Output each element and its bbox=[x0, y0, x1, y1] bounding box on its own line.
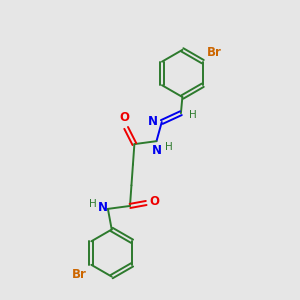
Text: H: H bbox=[165, 142, 172, 152]
Text: H: H bbox=[89, 200, 97, 209]
Text: O: O bbox=[120, 111, 130, 124]
Text: Br: Br bbox=[72, 268, 87, 281]
Text: H: H bbox=[189, 110, 197, 120]
Text: N: N bbox=[148, 115, 158, 128]
Text: N: N bbox=[98, 201, 108, 214]
Text: Br: Br bbox=[207, 46, 222, 59]
Text: N: N bbox=[152, 144, 161, 157]
Text: O: O bbox=[150, 195, 160, 208]
